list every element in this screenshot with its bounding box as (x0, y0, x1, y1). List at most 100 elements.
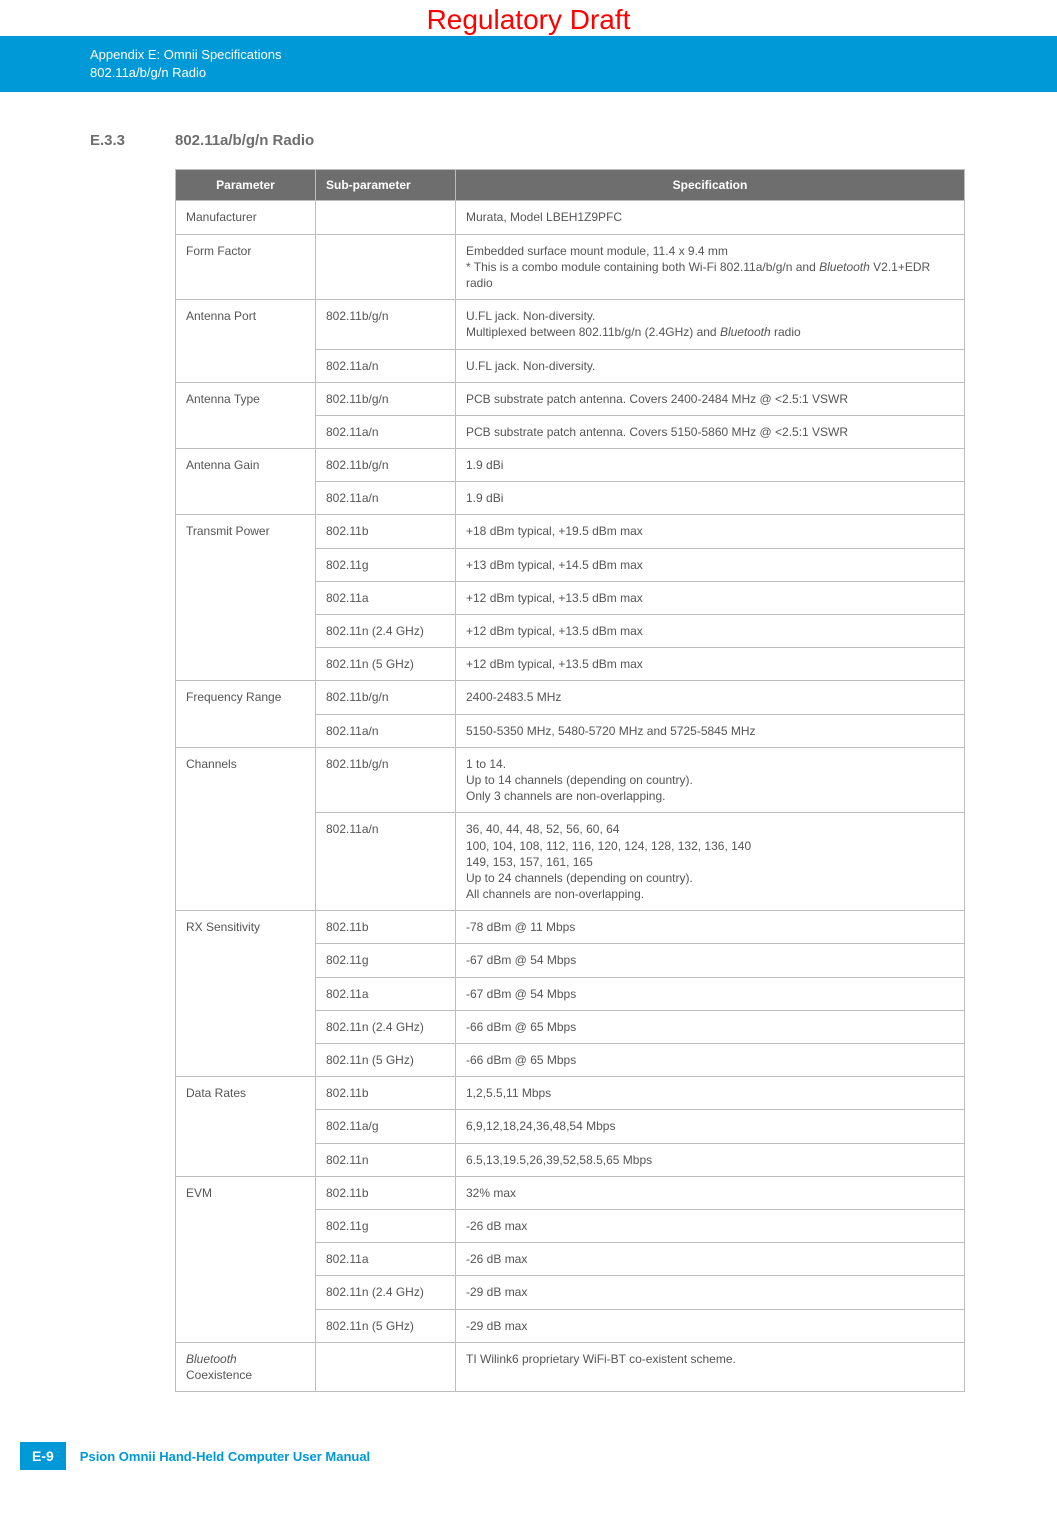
table-row: EVM802.11b32% max (176, 1176, 965, 1209)
cell-sub-parameter: 802.11b/g/n (316, 681, 456, 714)
cell-parameter: Transmit Power (176, 515, 316, 681)
table-row: Form Factor Embedded surface mount module… (176, 234, 965, 300)
cell-sub-parameter (316, 1342, 456, 1391)
table-row: Frequency Range802.11b/g/n2400-2483.5 MH… (176, 681, 965, 714)
table-row: Manufacturer Murata, Model LBEH1Z9PFC (176, 201, 965, 234)
cell-specification: PCB substrate patch antenna. Covers 2400… (456, 382, 965, 415)
cell-specification: 1.9 dBi (456, 482, 965, 515)
cell-parameter: Channels (176, 747, 316, 911)
page-number-badge: E-9 (20, 1442, 66, 1470)
cell-specification: -29 dB max (456, 1309, 965, 1342)
table-row: Antenna Port802.11b/g/nU.FL jack. Non-di… (176, 300, 965, 349)
cell-specification: TI Wilink6 proprietary WiFi-BT co-existe… (456, 1342, 965, 1391)
cell-sub-parameter: 802.11n (5 GHz) (316, 1044, 456, 1077)
cell-sub-parameter: 802.11b/g/n (316, 300, 456, 349)
cell-sub-parameter: 802.11n (316, 1143, 456, 1176)
regulatory-draft-label: Regulatory Draft (0, 0, 1057, 36)
cell-specification: +13 dBm typical, +14.5 dBm max (456, 548, 965, 581)
cell-specification: -26 dB max (456, 1209, 965, 1242)
cell-sub-parameter: 802.11b (316, 911, 456, 944)
cell-sub-parameter: 802.11b (316, 1077, 456, 1110)
cell-specification: -67 dBm @ 54 Mbps (456, 977, 965, 1010)
cell-specification: U.FL jack. Non-diversity. (456, 349, 965, 382)
table-row: Data Rates802.11b1,2,5.5,11 Mbps (176, 1077, 965, 1110)
appendix-header-bar: Appendix E: Omnii Specifications 802.11a… (0, 36, 1057, 92)
cell-sub-parameter: 802.11b/g/n (316, 747, 456, 813)
cell-sub-parameter: 802.11a/g (316, 1110, 456, 1143)
cell-parameter: Frequency Range (176, 681, 316, 747)
cell-sub-parameter: 802.11n (5 GHz) (316, 648, 456, 681)
cell-specification: 6.5,13,19.5,26,39,52,58.5,65 Mbps (456, 1143, 965, 1176)
cell-sub-parameter: 802.11a/n (316, 813, 456, 911)
col-specification: Specification (456, 170, 965, 201)
cell-parameter: EVM (176, 1176, 316, 1342)
table-row: Transmit Power802.11b+18 dBm typical, +1… (176, 515, 965, 548)
cell-parameter: Form Factor (176, 234, 316, 300)
cell-specification: +12 dBm typical, +13.5 dBm max (456, 615, 965, 648)
cell-sub-parameter: 802.11g (316, 548, 456, 581)
cell-sub-parameter (316, 234, 456, 300)
cell-parameter: RX Sensitivity (176, 911, 316, 1077)
cell-sub-parameter: 802.11b (316, 515, 456, 548)
cell-specification: Murata, Model LBEH1Z9PFC (456, 201, 965, 234)
appendix-line1: Appendix E: Omnii Specifications (90, 46, 1039, 64)
cell-specification: 1,2,5.5,11 Mbps (456, 1077, 965, 1110)
cell-sub-parameter: 802.11a/n (316, 415, 456, 448)
cell-specification: U.FL jack. Non-diversity.Multiplexed bet… (456, 300, 965, 349)
cell-sub-parameter: 802.11g (316, 1209, 456, 1242)
cell-specification: 32% max (456, 1176, 965, 1209)
page-footer: E-9 Psion Omnii Hand-Held Computer User … (0, 1412, 1057, 1490)
page-content: E.3.3 802.11a/b/g/n Radio Parameter Sub-… (0, 92, 1057, 1412)
cell-parameter: Manufacturer (176, 201, 316, 234)
cell-specification: 1.9 dBi (456, 449, 965, 482)
cell-specification: 2400-2483.5 MHz (456, 681, 965, 714)
appendix-line2: 802.11a/b/g/n Radio (90, 64, 1039, 82)
cell-sub-parameter: 802.11b/g/n (316, 382, 456, 415)
table-row: Bluetooth Coexistence TI Wilink6 propriet… (176, 1342, 965, 1391)
cell-sub-parameter: 802.11n (5 GHz) (316, 1309, 456, 1342)
table-row: Channels802.11b/g/n1 to 14.Up to 14 chan… (176, 747, 965, 813)
cell-specification: -66 dBm @ 65 Mbps (456, 1044, 965, 1077)
cell-sub-parameter: 802.11n (2.4 GHz) (316, 615, 456, 648)
table-row: Antenna Type802.11b/g/nPCB substrate pat… (176, 382, 965, 415)
cell-specification: 5150-5350 MHz, 5480-5720 MHz and 5725-58… (456, 714, 965, 747)
cell-specification: -66 dBm @ 65 Mbps (456, 1010, 965, 1043)
cell-sub-parameter: 802.11n (2.4 GHz) (316, 1276, 456, 1309)
table-header-row: Parameter Sub-parameter Specification (176, 170, 965, 201)
table-row: RX Sensitivity802.11b-78 dBm @ 11 Mbps (176, 911, 965, 944)
table-row: Antenna Gain802.11b/g/n1.9 dBi (176, 449, 965, 482)
cell-specification: -78 dBm @ 11 Mbps (456, 911, 965, 944)
cell-specification: 36, 40, 44, 48, 52, 56, 60, 64100, 104, … (456, 813, 965, 911)
cell-sub-parameter: 802.11g (316, 944, 456, 977)
cell-sub-parameter: 802.11b/g/n (316, 449, 456, 482)
cell-specification: 6,9,12,18,24,36,48,54 Mbps (456, 1110, 965, 1143)
cell-sub-parameter: 802.11n (2.4 GHz) (316, 1010, 456, 1043)
cell-specification: +12 dBm typical, +13.5 dBm max (456, 581, 965, 614)
spec-table: Parameter Sub-parameter Specification Ma… (175, 169, 965, 1392)
cell-specification: +12 dBm typical, +13.5 dBm max (456, 648, 965, 681)
cell-specification: -67 dBm @ 54 Mbps (456, 944, 965, 977)
cell-sub-parameter: 802.11a/n (316, 482, 456, 515)
cell-sub-parameter: 802.11a (316, 1243, 456, 1276)
section-number: E.3.3 (90, 132, 175, 149)
cell-parameter: Antenna Type (176, 382, 316, 448)
cell-parameter: Antenna Port (176, 300, 316, 383)
cell-specification: -29 dB max (456, 1276, 965, 1309)
cell-sub-parameter (316, 201, 456, 234)
cell-specification: 1 to 14.Up to 14 channels (depending on … (456, 747, 965, 813)
footer-manual-title: Psion Omnii Hand-Held Computer User Manu… (80, 1449, 370, 1464)
col-sub-parameter: Sub-parameter (316, 170, 456, 201)
col-parameter: Parameter (176, 170, 316, 201)
cell-specification: PCB substrate patch antenna. Covers 5150… (456, 415, 965, 448)
cell-sub-parameter: 802.11b (316, 1176, 456, 1209)
cell-parameter: Bluetooth Coexistence (176, 1342, 316, 1391)
cell-sub-parameter: 802.11a/n (316, 714, 456, 747)
cell-parameter: Data Rates (176, 1077, 316, 1177)
cell-sub-parameter: 802.11a (316, 581, 456, 614)
cell-parameter: Antenna Gain (176, 449, 316, 515)
cell-specification: -26 dB max (456, 1243, 965, 1276)
cell-specification: +18 dBm typical, +19.5 dBm max (456, 515, 965, 548)
section-title: 802.11a/b/g/n Radio (175, 132, 314, 149)
cell-sub-parameter: 802.11a/n (316, 349, 456, 382)
cell-specification: Embedded surface mount module, 11.4 x 9.… (456, 234, 965, 300)
